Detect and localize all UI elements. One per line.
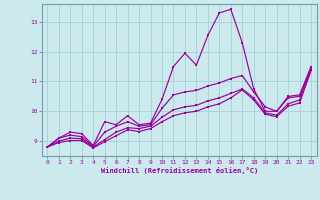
X-axis label: Windchill (Refroidissement éolien,°C): Windchill (Refroidissement éolien,°C) bbox=[100, 167, 258, 174]
